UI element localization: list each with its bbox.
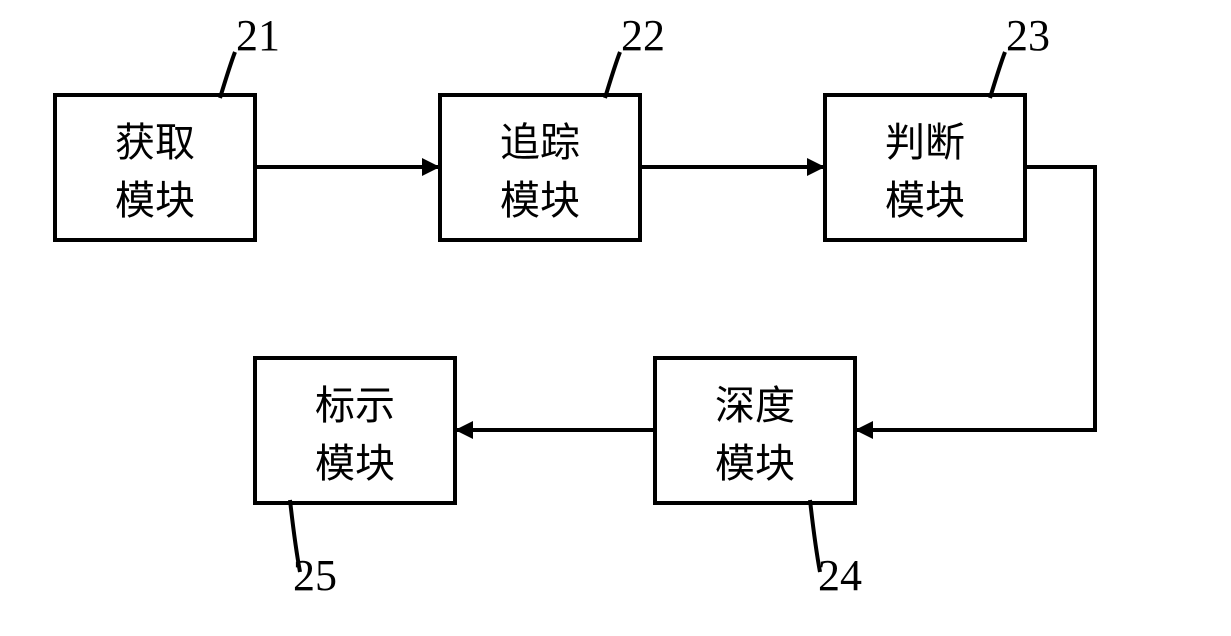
node-label-line2: 模块 (500, 178, 580, 223)
node-label-line1: 追踪 (500, 120, 580, 165)
node-number: 25 (293, 551, 337, 600)
node-number: 23 (1006, 11, 1050, 60)
node-number: 24 (818, 551, 862, 600)
node-label-line2: 模块 (715, 441, 795, 486)
node-label-line1: 深度 (715, 383, 795, 428)
node-label-line1: 判断 (885, 120, 965, 165)
flowchart-canvas: 获取模块21追踪模块22判断模块23深度模块24标示模块25 (0, 0, 1231, 636)
node-label-line2: 模块 (315, 441, 395, 486)
node-label-line2: 模块 (885, 178, 965, 223)
node-number: 22 (621, 11, 665, 60)
node-label-line1: 标示 (315, 383, 395, 428)
node-label-line2: 模块 (115, 178, 195, 223)
node-label-line1: 获取 (115, 120, 195, 165)
node-number: 21 (236, 11, 280, 60)
